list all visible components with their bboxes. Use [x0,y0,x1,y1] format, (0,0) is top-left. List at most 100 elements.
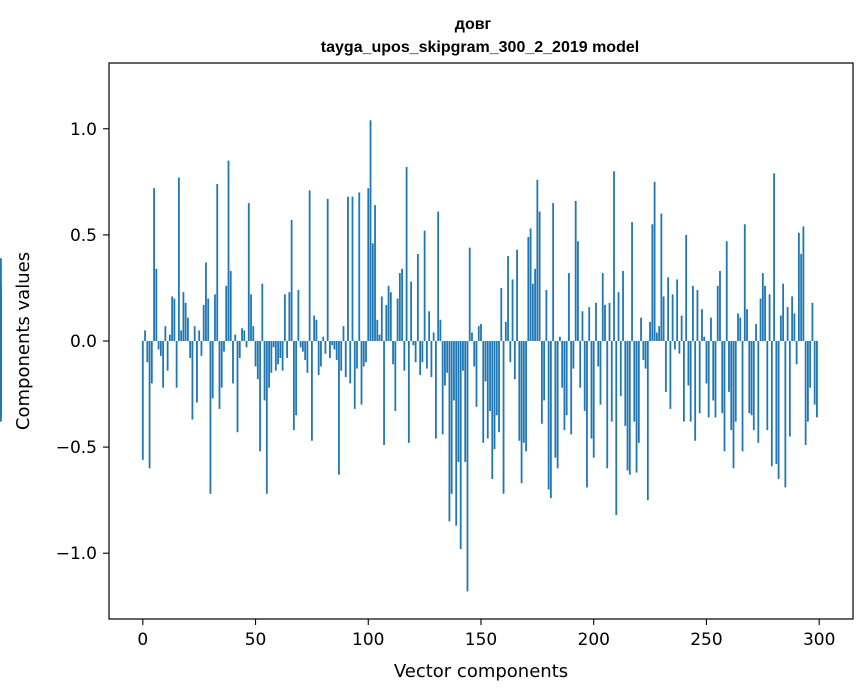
bar-48 [250,294,252,341]
bar-206 [606,341,609,469]
bar-277 [766,341,769,431]
bar-235 [671,294,674,341]
bar-202 [597,341,600,367]
bar-126 [425,341,428,369]
bar-281 [775,341,778,465]
bar-30 [209,341,212,494]
bar-40 [232,341,234,384]
bar-31 [211,341,214,399]
bar-269 [748,341,751,414]
bar-88 [340,341,343,371]
bar-46 [245,341,248,348]
x-tick-label-300: 300 [803,630,835,650]
bar-51 [256,341,259,380]
bar-120 [412,341,415,346]
y-tick-label-3: 0.5 [70,226,97,246]
bar-290 [795,341,798,365]
bar-172 [529,228,532,341]
x-tick-label-100: 100 [352,630,384,650]
bar-291 [797,232,800,341]
bar-145 [468,247,471,341]
bar-83 [329,341,331,358]
bar-157 [495,341,498,416]
bar-49 [252,326,255,341]
chart-subtitle: tayga_upos_skipgram_300_2_2019 model [321,39,639,56]
bar-188 [565,341,568,416]
bar-41 [234,334,237,341]
bar-251 [707,341,710,418]
bar-58 [272,341,275,348]
bar-89 [342,326,345,341]
bar-294 [804,341,807,445]
y-axis-ticks: −1.0 −0.5 0.0 0.5 1.0 [56,120,109,564]
bar-139 [455,341,458,526]
bar-245 [694,341,697,441]
bar-69 [297,290,300,341]
bar-239 [680,315,683,341]
bar-186 [561,341,564,388]
bar-undefined [0,341,2,416]
bar-12 [168,334,171,341]
bar-5 [153,188,155,341]
bar-25 [198,330,201,341]
bar-118 [407,341,410,443]
bar-229 [658,326,661,341]
bar-81 [324,341,327,354]
bar-137 [450,341,453,494]
bar-284 [782,283,785,341]
bar-27 [202,304,205,341]
bar-90 [344,341,347,378]
bar-276 [764,285,766,341]
bar-189 [568,273,570,341]
bar-159 [500,287,503,341]
bar-80 [322,336,325,341]
bar-124 [421,341,424,363]
bar-288 [791,296,794,341]
bar-131 [437,211,440,341]
bar-14 [173,298,176,341]
bar-150 [480,324,482,341]
bar-160 [502,341,505,494]
bar-61 [279,341,282,358]
bar-182 [552,203,555,341]
bar-54 [263,341,266,401]
bar-73 [306,341,309,373]
bar-105 [378,334,381,341]
bar-236 [673,341,676,350]
bar-17 [180,330,183,341]
bar-262 [732,341,735,469]
bar-50 [254,341,257,367]
bar-82 [326,198,329,341]
bar-191 [572,341,575,369]
bar-26 [200,341,203,356]
bar-63 [283,294,286,341]
bar-179 [545,290,548,341]
bar-19 [184,302,187,341]
bar-116 [403,341,406,371]
bar-298 [813,341,816,405]
bar-0 [141,341,144,460]
bar-247 [698,341,701,414]
bar-282 [777,341,780,479]
bar-75 [311,341,313,441]
bar-268 [746,309,748,341]
bar-13 [171,296,174,341]
bar-164 [511,279,514,341]
bar-38 [227,160,230,341]
bar-34 [218,341,221,409]
bar-144 [466,341,469,592]
bar-148 [475,341,478,407]
bar-289 [793,313,796,341]
bar-2 [146,341,149,363]
bar-33 [216,183,219,341]
bar-244 [692,285,694,341]
bar-249 [703,336,706,341]
y-axis-label: Components values [13,252,34,430]
bar-233 [667,277,670,341]
bar-257 [721,341,724,414]
bar-271 [752,341,755,431]
bar-218 [633,341,636,422]
chart-title: довг [455,16,492,33]
bar-174 [534,268,537,341]
